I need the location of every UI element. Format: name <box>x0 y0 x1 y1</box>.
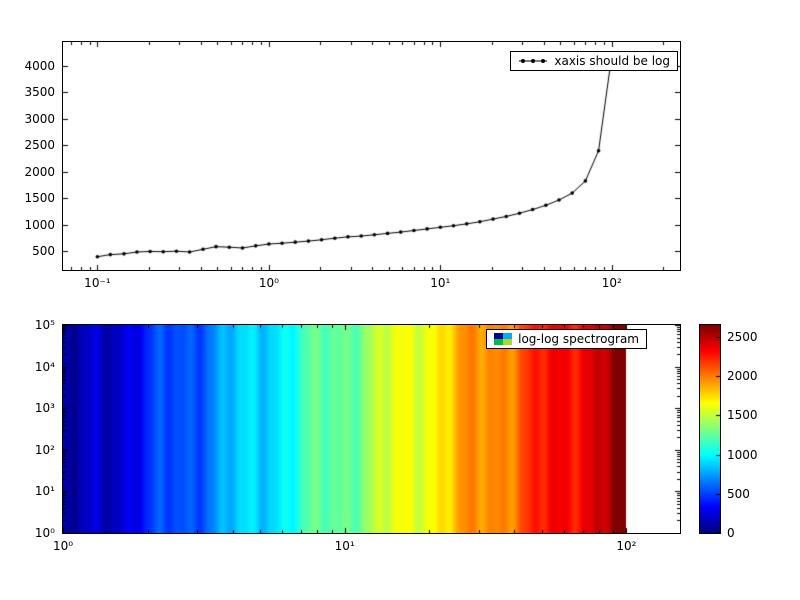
x-tick-label: 10⁰ <box>258 276 279 290</box>
y-tick-label: 3500 <box>24 85 55 100</box>
x-tick-label: 10² <box>601 276 622 290</box>
x-tick-label: 10⁰ <box>52 539 74 553</box>
x-tick-label: 10⁻¹ <box>84 276 111 290</box>
colorbar-tick-label: 1000 <box>727 447 758 462</box>
colorbar-tick-label: 1500 <box>727 408 758 423</box>
y-tick-label: 2500 <box>24 138 55 153</box>
colorbar-tick-label: 500 <box>727 486 750 501</box>
colorbar-tick-label: 2000 <box>727 369 758 384</box>
x-tick-label: 10² <box>616 539 637 553</box>
y-tick-label: 4000 <box>24 58 55 73</box>
spectrogram-canvas <box>62 324 681 534</box>
y-tick-label: 500 <box>32 244 55 259</box>
line-marker-icon <box>518 56 548 66</box>
y-tick-label: 10³ <box>34 401 55 416</box>
colorbar-tick-label: 0 <box>727 526 735 540</box>
y-tick-label: 10¹ <box>34 484 55 499</box>
line-plot-canvas <box>62 41 681 271</box>
y-tick-label: 10⁵ <box>34 318 55 332</box>
spectrogram-legend: log-log spectrogram <box>486 329 647 349</box>
x-tick-label: 10¹ <box>334 539 355 553</box>
line-legend-label: xaxis should be log <box>554 54 670 68</box>
y-tick-label: 10² <box>34 442 55 457</box>
line-plot-legend: xaxis should be log <box>510 51 678 71</box>
y-tick-label: 2000 <box>24 164 55 179</box>
colormesh-patch-icon <box>494 333 513 345</box>
y-tick-label: 1000 <box>24 217 55 232</box>
colorbar-tick-label: 2500 <box>727 329 758 344</box>
x-tick-label: 10¹ <box>430 276 451 290</box>
y-tick-label: 3000 <box>24 111 55 126</box>
y-tick-label: 1500 <box>24 191 55 206</box>
y-tick-label: 10⁰ <box>34 526 55 540</box>
y-tick-label: 10⁴ <box>34 359 55 374</box>
colorbar-canvas <box>699 324 721 534</box>
spectrogram-legend-label: log-log spectrogram <box>518 332 639 346</box>
